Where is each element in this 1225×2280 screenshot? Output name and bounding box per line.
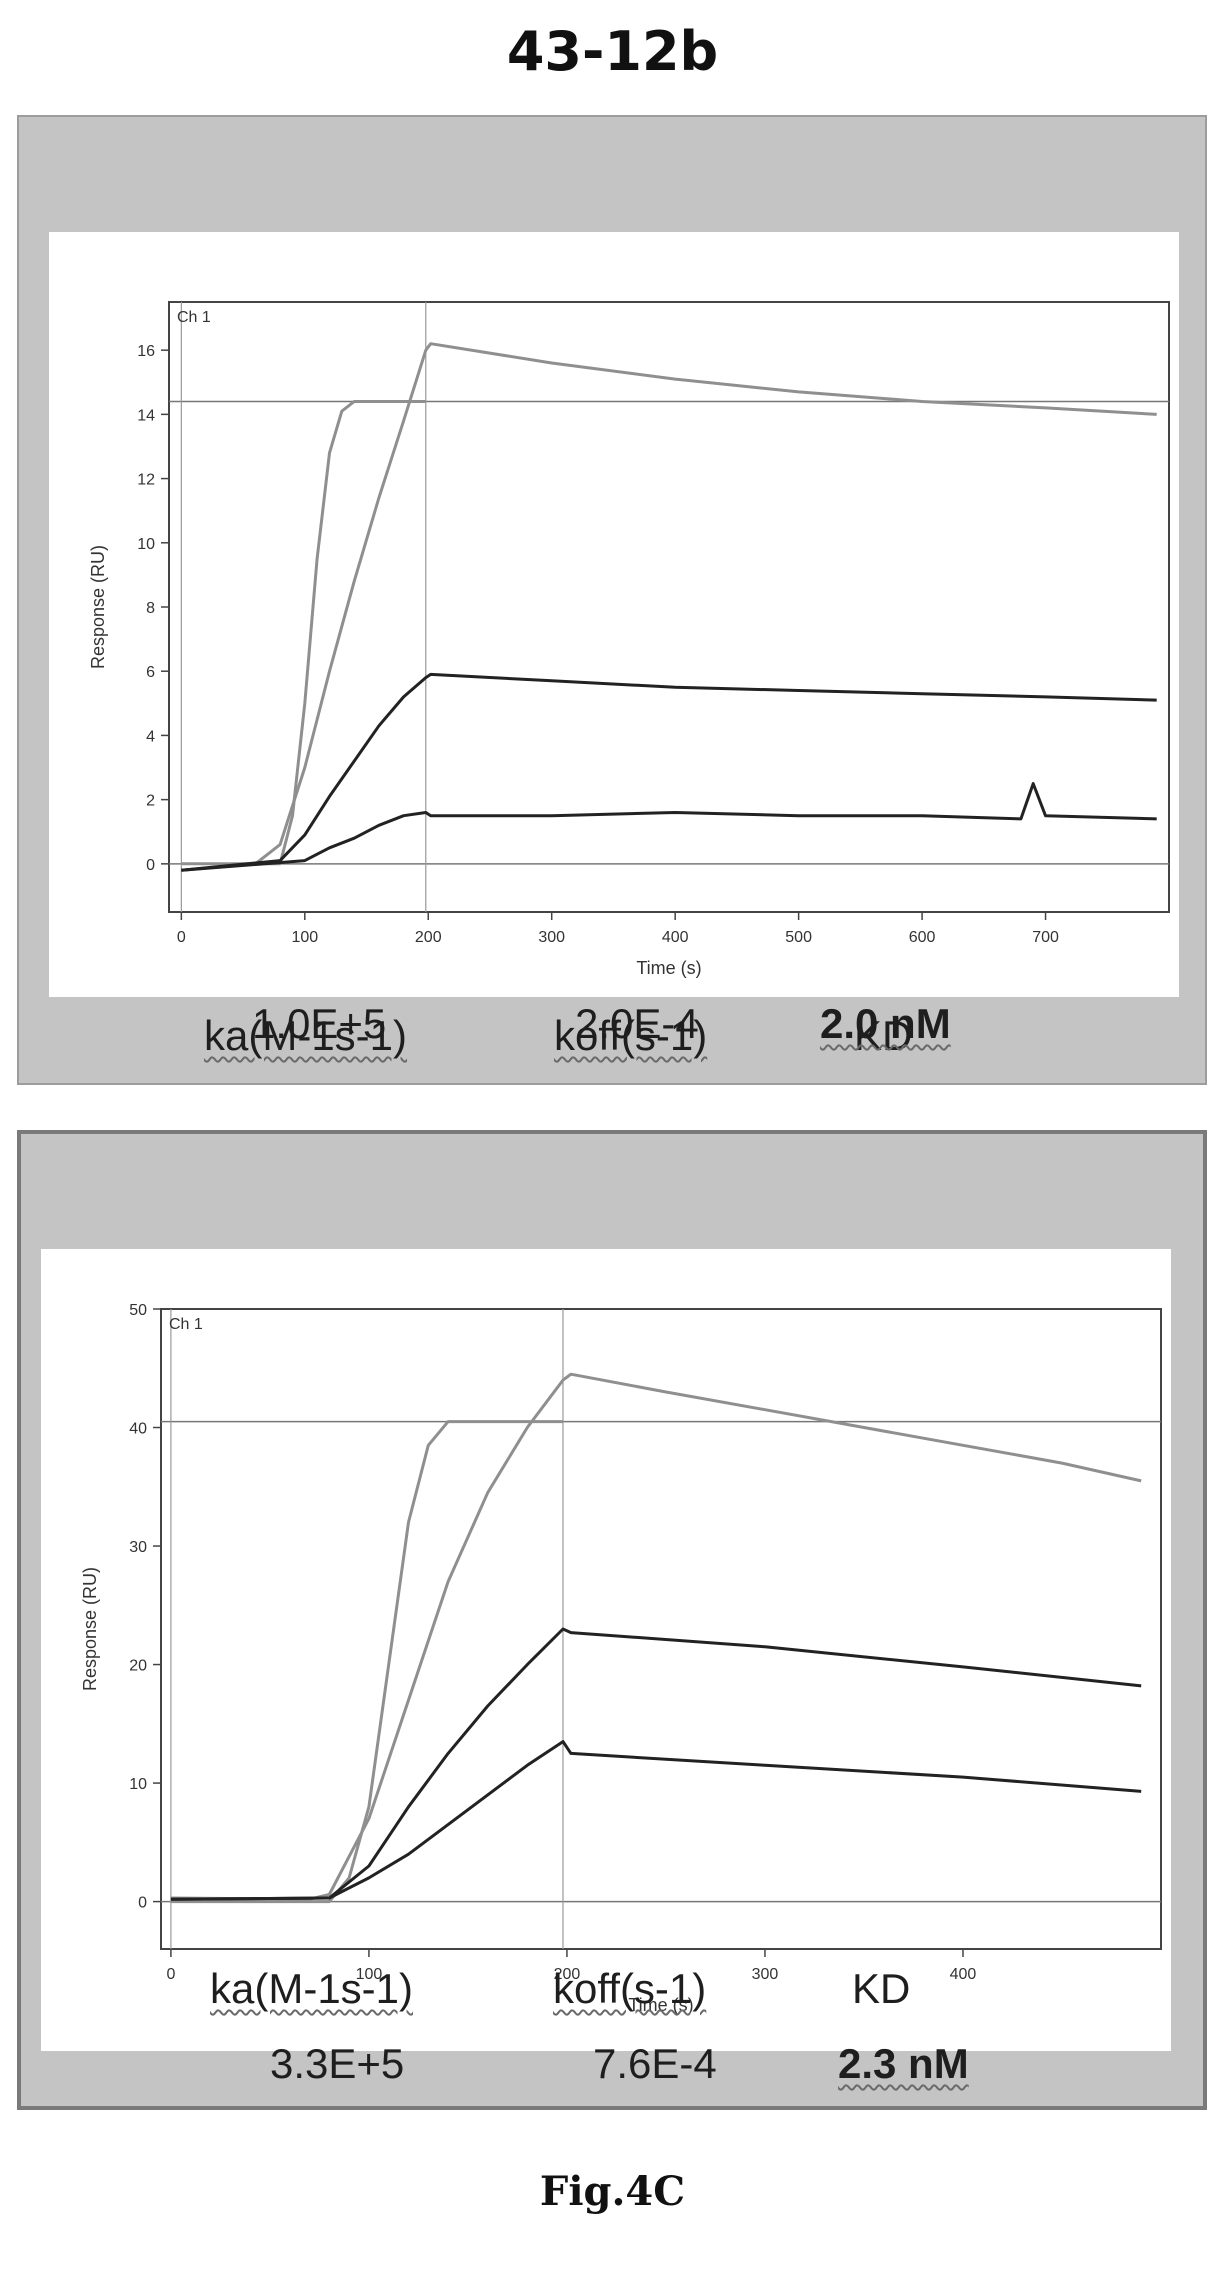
sensorgram-panel-1: 0 100 200 300 400 500 600 700 0 2 4 6 8 10 12 14 16 Time … <box>17 115 1207 1085</box>
x-tick-label-1-6: 600 <box>909 929 936 946</box>
y-tick-label-2-2: 20 <box>129 1658 147 1675</box>
y-tick-label-1-2: 4 <box>146 728 155 745</box>
y-tick-label-1-1: 2 <box>146 793 155 810</box>
x-tick-label-1-3: 300 <box>538 929 565 946</box>
page-title: 43-12b <box>506 20 719 83</box>
x-tick-label-1-2: 200 <box>415 929 442 946</box>
y-tick-label-1-5: 10 <box>137 536 155 553</box>
y-axis-label-1: Response (RU) <box>88 545 108 669</box>
x-tick-label-2-2: 200 <box>554 1966 581 1983</box>
y-tick-label-2-0: 0 <box>138 1895 147 1912</box>
y-tick-label-1-7: 14 <box>137 407 155 424</box>
x-tick-label-2-0: 0 <box>166 1966 175 1983</box>
y-tick-label-1-0: 0 <box>146 857 155 874</box>
series-line-1-2 <box>181 342 1157 872</box>
plot-area-2: 0 100 200 300 400 0 10 20 30 40 50 Time (s) Response… <box>41 1249 1171 2051</box>
y-tick-label-1-4: 8 <box>146 600 155 617</box>
koff-header: koff(s-1) <box>554 1012 707 1060</box>
sensorgram-panel-2: 0 100 200 300 400 0 10 20 30 40 50 Time (s) Response… <box>17 1130 1207 2110</box>
series-line-2-4 <box>170 1740 1142 1901</box>
series-line-2-3 <box>170 1627 1142 1901</box>
sensorgram-chart-2: 0 100 200 300 400 0 10 20 30 40 50 Time (s) Response… <box>80 1302 1162 2015</box>
series-line-1-1 <box>181 400 426 866</box>
y-axis-label-2: Response (RU) <box>80 1567 100 1691</box>
y-tick-label-1-6: 12 <box>137 472 155 489</box>
y-tick-label-2-5: 50 <box>129 1302 147 1319</box>
x-tick-label-1-1: 100 <box>291 929 318 946</box>
y-tick-label-1-8: 16 <box>137 343 155 360</box>
kinetics-table-1: ka(M-1s-1) koff(s-1) KD <box>19 117 1205 1083</box>
x-tick-label-2-1: 100 <box>356 1966 383 1983</box>
series-line-2-2 <box>170 1372 1142 1901</box>
series-line-2-1 <box>170 1420 563 1904</box>
x-tick-label-2-3: 300 <box>752 1966 779 1983</box>
x-tick-label-1-5: 500 <box>785 929 812 946</box>
channel-label-1: Ch 1 <box>177 309 211 326</box>
kd-header: KD <box>854 1012 913 1059</box>
plot-frame-2 <box>160 1308 1162 1950</box>
sensorgram-chart-1: 0 100 200 300 400 500 600 700 0 2 4 6 8 10 12 14 16 Time … <box>88 301 1170 978</box>
ka-header-text: ka(M-1s-1) <box>204 1012 408 1059</box>
series-line-1-3 <box>181 672 1157 872</box>
plot-area-1: 0 100 200 300 400 500 600 700 0 2 4 6 8 10 12 14 16 Time … <box>49 232 1179 997</box>
figure-caption: Fig.4C <box>539 2168 686 2215</box>
x-axis-label-2: Time (s) <box>628 1995 693 2015</box>
y-tick-label-2-1: 10 <box>129 1776 147 1793</box>
y-tick-label-1-3: 6 <box>146 664 155 681</box>
series-line-1-4 <box>181 782 1157 872</box>
ka-header: ka(M-1s-1) <box>204 1012 407 1060</box>
x-tick-label-1-4: 400 <box>662 929 689 946</box>
y-tick-label-2-3: 30 <box>129 1539 147 1556</box>
x-tick-label-1-0: 0 <box>177 929 186 946</box>
x-tick-label-1-7: 700 <box>1032 929 1059 946</box>
y-tick-label-2-4: 40 <box>129 1421 147 1438</box>
channel-label-2: Ch 1 <box>169 1316 203 1333</box>
x-tick-label-2-4: 400 <box>950 1966 977 1983</box>
koff-header-text: koff(s-1) <box>554 1012 708 1059</box>
x-axis-label-1: Time (s) <box>636 958 701 978</box>
